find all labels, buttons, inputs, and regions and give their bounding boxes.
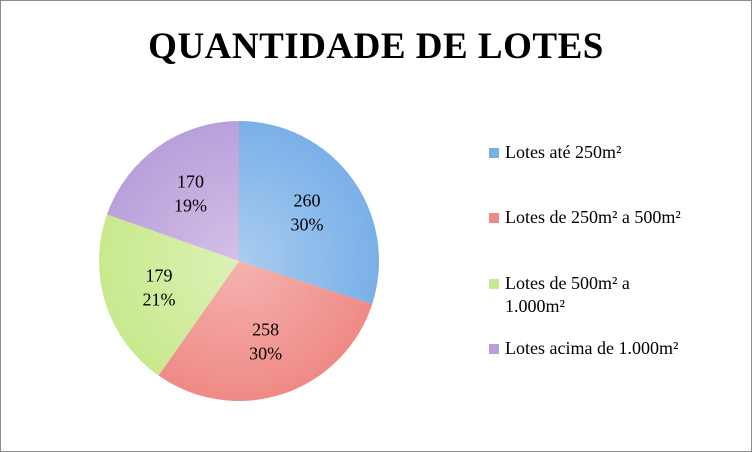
slice-percent-label: 30%: [290, 215, 323, 235]
legend-item: Lotes acima de 1.000m²: [489, 337, 735, 360]
legend-swatch: [489, 344, 499, 354]
chart-title: QUANTIDADE DE LOTES: [148, 26, 604, 67]
pie-slice: [106, 121, 240, 261]
legend-item: Lotes até 250m²: [489, 141, 735, 164]
legend-label: Lotes de 500m² a 1.000m²: [505, 273, 630, 316]
slice-value-label: 260: [293, 191, 320, 211]
pie-slice: [239, 121, 379, 305]
legend-item: Lotes de 250m² a 500m²: [489, 206, 735, 229]
legend-label: Lotes acima de 1.000m²: [505, 338, 679, 358]
slice-percent-label: 19%: [174, 195, 207, 215]
slice-value-label: 179: [145, 266, 172, 286]
pie-slice: [158, 261, 373, 401]
slice-value-label: 258: [252, 320, 279, 340]
legend-label: Lotes de 250m² a 500m²: [505, 207, 681, 227]
slice-value-label: 170: [177, 171, 204, 191]
legend-swatch: [489, 148, 499, 158]
legend-label: Lotes até 250m²: [505, 142, 622, 162]
slice-percent-label: 21%: [142, 290, 175, 310]
legend-item: Lotes de 500m² a 1.000m²: [489, 272, 673, 318]
legend: Lotes até 250m² Lotes de 250m² a 500m² L…: [489, 1, 751, 451]
slice-percent-label: 30%: [249, 344, 282, 364]
legend-swatch: [489, 279, 499, 289]
pie-slice: [99, 214, 240, 376]
legend-swatch: [489, 213, 499, 223]
